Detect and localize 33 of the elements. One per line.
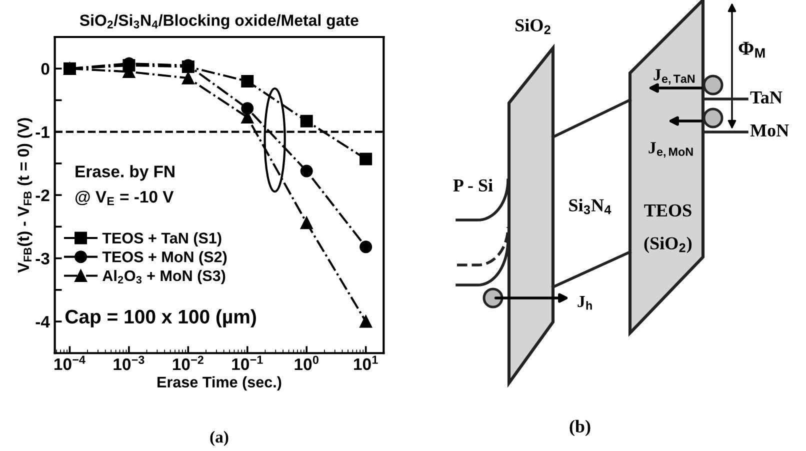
text: TaN: [750, 92, 782, 104]
text: J$_{e,MoN}$: [648, 142, 693, 158]
text: Φ$_{M}$: [738, 42, 765, 58]
y-tick-label: -4: [36, 316, 50, 328]
text: (b): [570, 420, 590, 436]
text: Si$_{3}$N$_{4}$: [569, 198, 612, 214]
annotation: Cap = 100 x 100 (µm): [65, 309, 256, 328]
text: (a): [210, 430, 228, 446]
legend-label: TEOS + MoN (S2): [102, 251, 227, 266]
text: P - Si: [453, 178, 493, 192]
y-axis-title: V$_{FB}$(t) - V$_{FB}$ (t = 0) (V): [17, 118, 32, 273]
y-tick-label: 0: [41, 63, 50, 75]
legend-label: TEOS + TaN (S1): [102, 232, 222, 247]
x-tick-label: 10$^{−1}$: [232, 356, 263, 370]
y-tick-label: -2: [36, 189, 50, 202]
text: TEOS: [644, 204, 692, 217]
y-tick-label: -1: [36, 126, 50, 138]
x-tick-label: 10$^{−4}$: [54, 356, 86, 370]
x-tick-label: 10$^{−2}$: [172, 356, 204, 370]
x-tick-label: 10$^{0}$: [294, 356, 318, 370]
text: (SiO$_{2}$): [644, 236, 692, 254]
text: MoN: [750, 124, 789, 137]
x-axis-title: Erase Time (sec.): [158, 376, 282, 391]
x-tick-label: 10$^{1}$: [354, 356, 378, 370]
legend-label: Al$_{2}$O$_{3}$ + MoN (S3): [102, 270, 226, 284]
text: J$_{e,TaN}$: [654, 69, 695, 85]
annotation: Erase. by FN: [76, 165, 174, 181]
y-tick-label: -3: [36, 252, 50, 265]
chart-title: SiO$_{2}$/Si$_{3}$N$_{4}$/Blocking oxide/Metal gate: [80, 14, 358, 30]
annotation: @ V$_{E}$ = -10 V: [75, 190, 174, 206]
text: SiO$_{2}$: [516, 18, 550, 34]
x-tick-label: 10$^{−3}$: [114, 356, 144, 370]
text: J$_{h}$: [578, 296, 592, 310]
